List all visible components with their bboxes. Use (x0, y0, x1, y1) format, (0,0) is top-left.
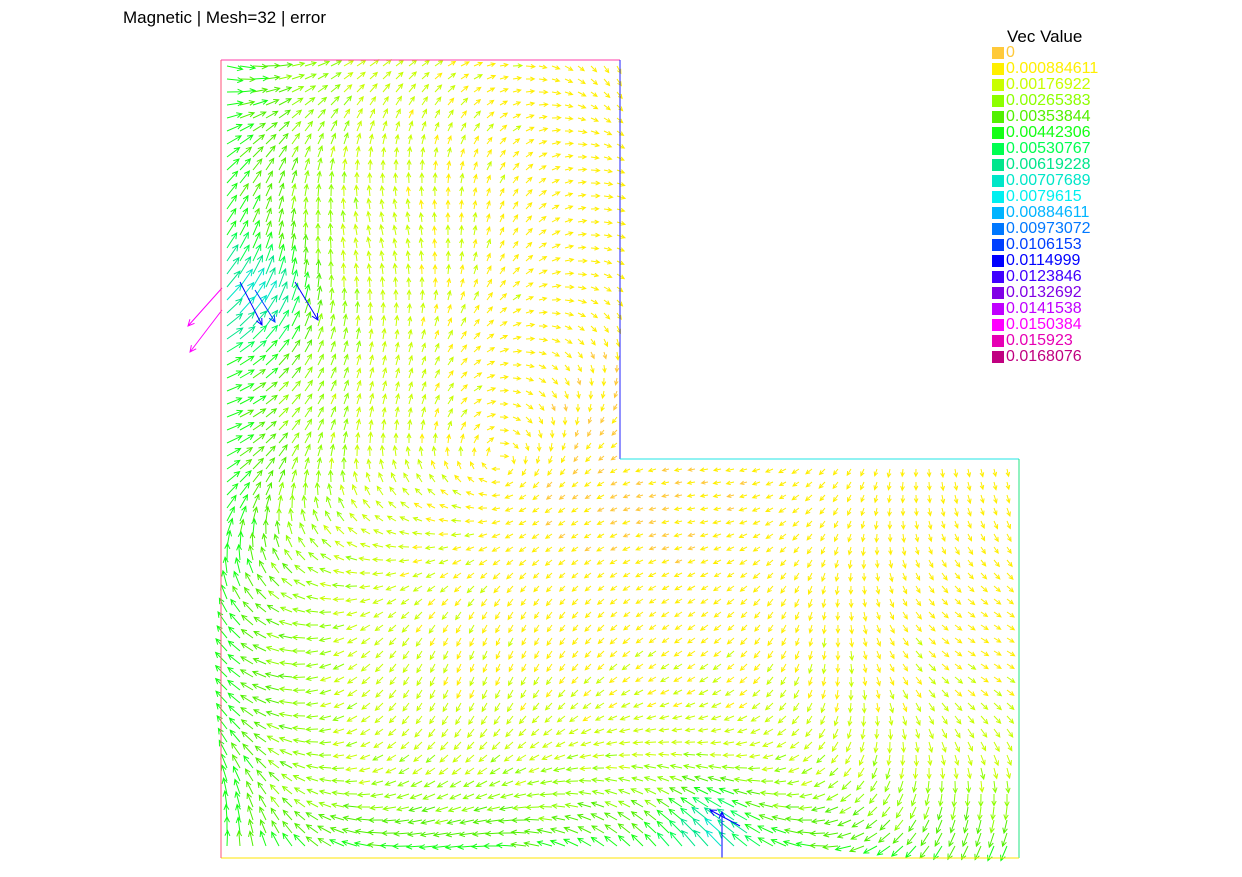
legend-swatch (992, 47, 1004, 59)
legend-label: 0.000884611 (1006, 60, 1099, 77)
legend-entry: 0.00265383 (992, 93, 1091, 109)
legend-entry: 0.00353844 (992, 109, 1091, 125)
legend-entry: 0.0132692 (992, 285, 1082, 301)
legend-label: 0.00353844 (1006, 108, 1091, 125)
legend-label: 0.00176922 (1006, 76, 1091, 93)
legend-swatch (992, 175, 1004, 187)
legend-swatch (992, 255, 1004, 267)
legend-label: 0.0079615 (1006, 188, 1082, 205)
l-shaped-domain-border (220, 59, 1020, 859)
legend-entry: 0.0168076 (992, 349, 1082, 365)
legend-entry: 0.0079615 (992, 189, 1082, 205)
legend-entry: 0.00619228 (992, 157, 1091, 173)
legend-label: 0.0141538 (1006, 300, 1082, 317)
legend-label: 0.0114999 (1006, 252, 1081, 269)
legend-swatch (992, 239, 1004, 251)
legend-swatch (992, 143, 1004, 155)
legend-label: 0.0132692 (1006, 284, 1082, 301)
legend-label: 0 (1006, 44, 1015, 61)
plot-title: Magnetic | Mesh=32 | error (123, 8, 327, 27)
legend-entry: 0.00442306 (992, 125, 1091, 141)
legend-title: Vec Value (1007, 27, 1083, 46)
legend-label: 0.00530767 (1006, 140, 1091, 157)
legend-entry: 0 (992, 45, 1015, 61)
legend-swatch (992, 207, 1004, 219)
legend-swatch (992, 335, 1004, 347)
legend-swatch (992, 63, 1004, 75)
legend-label: 0.0168076 (1006, 348, 1082, 365)
legend-swatch (992, 127, 1004, 139)
legend-label: 0.00884611 (1006, 204, 1090, 221)
legend-label: 0.0150384 (1006, 316, 1082, 333)
legend-swatch (992, 351, 1004, 363)
legend-swatch (992, 287, 1004, 299)
legend-label: 0.00265383 (1006, 92, 1091, 109)
legend-swatch (992, 159, 1004, 171)
legend-label: 0.00442306 (1006, 124, 1091, 141)
legend-entry: 0.0141538 (992, 301, 1082, 317)
legend-entry: 0.00973072 (992, 221, 1091, 237)
legend-entry: 0.000884611 (992, 61, 1098, 77)
legend-label: 0.00973072 (1006, 220, 1091, 237)
legend-entry: 0.0123846 (992, 269, 1082, 285)
legend-swatch (992, 319, 1004, 331)
legend-label: 0.00619228 (1006, 156, 1091, 173)
legend-swatch (992, 95, 1004, 107)
legend-entry: 0.0114999 (992, 253, 1080, 269)
legend-entry: 0.015923 (992, 333, 1073, 349)
legend-swatch (992, 111, 1004, 123)
legend-entry: 0.00176922 (992, 77, 1091, 93)
legend-swatch (992, 223, 1004, 235)
legend-entry: 0.00707689 (992, 173, 1091, 189)
legend-entry: 0.00530767 (992, 141, 1091, 157)
legend-swatch (992, 191, 1004, 203)
legend-label: 0.0106153 (1006, 236, 1082, 253)
legend-entry: 0.0150384 (992, 317, 1082, 333)
legend-label: 0.0123846 (1006, 268, 1082, 285)
legend-swatch (992, 79, 1004, 91)
legend-swatch (992, 303, 1004, 315)
vector-arrows (187, 59, 1016, 862)
legend-label: 0.015923 (1006, 332, 1073, 349)
legend-entry: 0.00884611 (992, 205, 1089, 221)
legend-label: 0.00707689 (1006, 172, 1091, 189)
legend-swatch (992, 271, 1004, 283)
legend-entry: 0.0106153 (992, 237, 1082, 253)
